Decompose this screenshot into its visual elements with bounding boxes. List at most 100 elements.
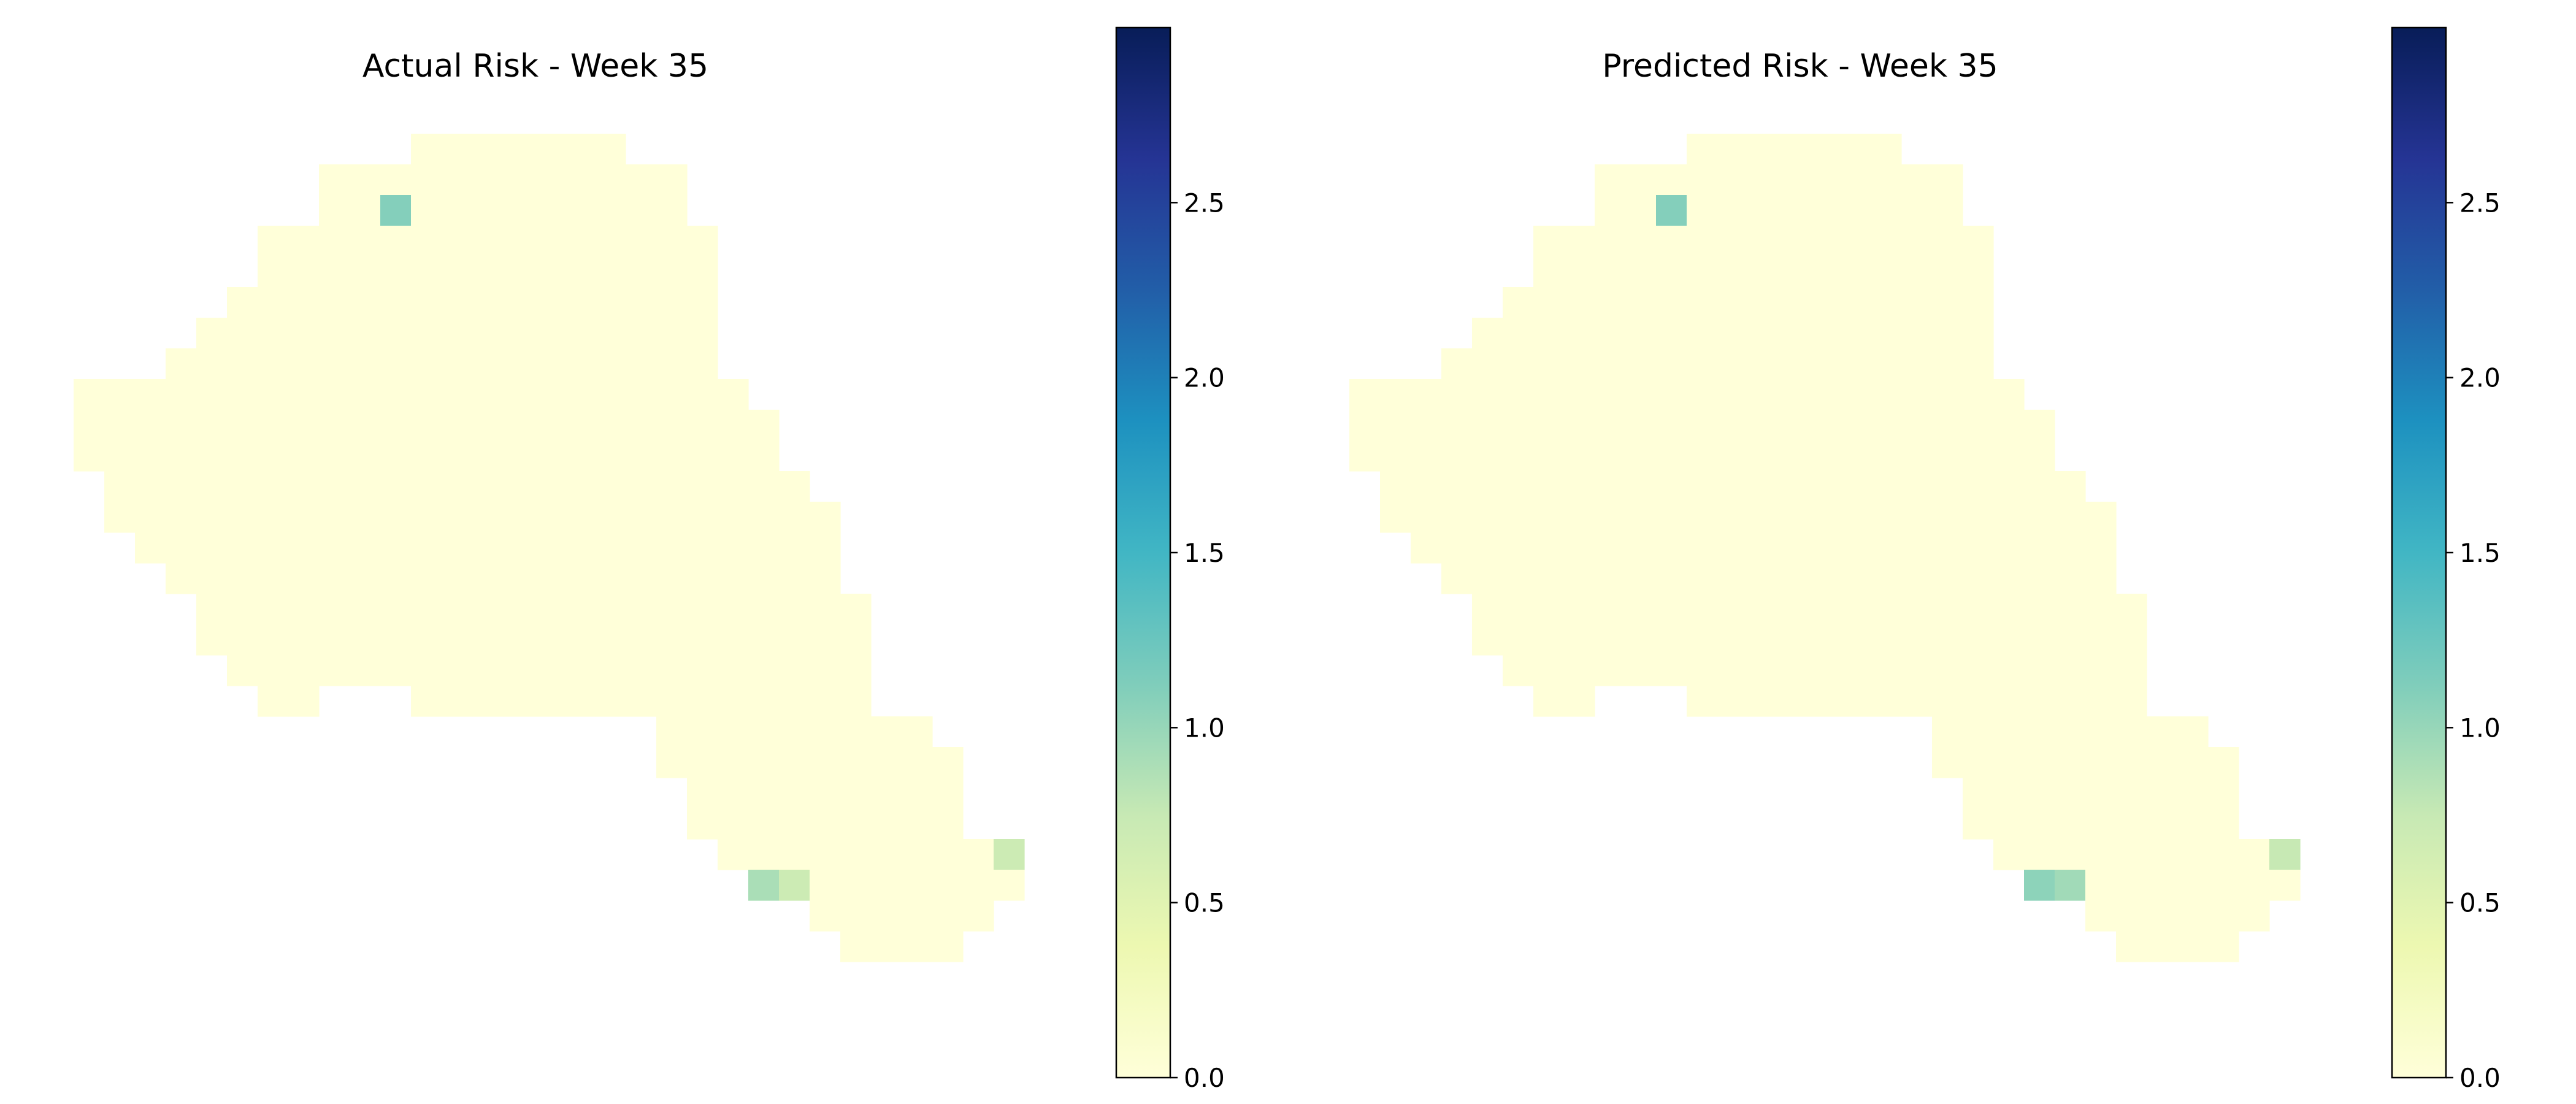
actual-risk-heatmap-cell xyxy=(871,716,902,748)
predicted-risk-heatmap-cell xyxy=(2024,502,2055,533)
predicted-risk-heatmap-cell xyxy=(2024,440,2055,472)
actual-risk-heatmap-cell xyxy=(411,624,442,656)
predicted-risk-heatmap-cell xyxy=(1932,716,1963,748)
predicted-risk-heatmap-cell xyxy=(1871,655,1902,686)
actual-risk-heatmap-cell xyxy=(779,716,810,748)
actual-risk-heatmap-cell xyxy=(748,410,780,441)
predicted-risk-heatmap-cell xyxy=(2208,778,2239,809)
predicted-risk-heatmap-cell xyxy=(1503,655,1534,686)
actual-risk-heatmap-cell xyxy=(779,655,810,686)
actual-risk-heatmap-cell xyxy=(534,195,565,226)
predicted-risk-heatmap-cell xyxy=(1595,410,1626,441)
predicted-risk-colorbar-tick-label: 2.0 xyxy=(2459,363,2501,393)
actual-risk-heatmap-cell xyxy=(104,379,136,410)
predicted-risk-heatmap-cell xyxy=(2055,655,2086,686)
actual-risk-heatmap-cell xyxy=(227,287,258,318)
predicted-risk-heatmap-cell xyxy=(1932,287,1963,318)
actual-risk-heatmap-cell xyxy=(963,900,994,932)
actual-risk-heatmap-cell xyxy=(196,318,228,349)
predicted-risk-heatmap-cell xyxy=(1779,655,1810,686)
predicted-risk-heatmap-cell xyxy=(1779,686,1810,717)
predicted-risk-heatmap-cell xyxy=(1380,471,1411,502)
actual-risk-heatmap-cell xyxy=(534,379,565,410)
actual-risk-heatmap-cell xyxy=(472,532,504,564)
actual-risk-heatmap-cell xyxy=(227,655,258,686)
predicted-risk-heatmap-cell xyxy=(2085,686,2117,717)
predicted-risk-heatmap-cell xyxy=(1809,655,1841,686)
predicted-risk-heatmap-cell xyxy=(1472,379,1503,410)
actual-risk-heatmap-cell xyxy=(840,655,872,686)
actual-risk-heatmap-cell xyxy=(748,471,780,502)
actual-risk-heatmap-cell xyxy=(687,440,718,472)
actual-risk-heatmap-cell xyxy=(166,502,197,533)
predicted-risk-heatmap-cell xyxy=(1871,471,1902,502)
actual-risk-heatmap-cell xyxy=(626,256,657,288)
predicted-risk-heatmap-cell xyxy=(1901,379,1933,410)
actual-risk-heatmap-cell xyxy=(810,532,841,564)
actual-risk-heatmap-cell xyxy=(442,440,473,472)
actual-risk-heatmap-cell xyxy=(380,502,412,533)
actual-risk-heatmap-cell xyxy=(135,471,166,502)
actual-risk-heatmap-cell xyxy=(288,563,320,594)
actual-risk-heatmap-cell xyxy=(534,563,565,594)
predicted-risk-heatmap-cell xyxy=(1717,410,1749,441)
predicted-risk-heatmap-cell xyxy=(1932,410,1963,441)
actual-risk-heatmap-cell xyxy=(595,256,626,288)
actual-risk-heatmap-cell xyxy=(902,870,933,901)
actual-risk-heatmap-cell xyxy=(626,164,657,196)
predicted-risk-heatmap-cell xyxy=(1533,379,1565,410)
predicted-risk-heatmap-cell xyxy=(1779,195,1810,226)
predicted-risk-heatmap-cell xyxy=(1809,379,1841,410)
predicted-risk-heatmap-cell xyxy=(1871,686,1902,717)
predicted-risk-heatmap-cell xyxy=(1625,440,1657,472)
predicted-risk-heatmap-cell xyxy=(1411,532,1442,564)
predicted-risk-heatmap-cell xyxy=(1625,226,1657,257)
actual-risk-heatmap-cell xyxy=(626,440,657,472)
predicted-risk-heatmap-cell xyxy=(1748,318,1779,349)
predicted-risk-heatmap-cell xyxy=(1963,256,1994,288)
predicted-risk-heatmap-cell xyxy=(2269,839,2301,870)
actual-risk-heatmap-cell xyxy=(840,594,872,625)
predicted-risk-heatmap-cell xyxy=(1533,532,1565,564)
predicted-risk-heatmap-cell xyxy=(1564,226,1595,257)
predicted-risk-heatmap-cell xyxy=(1840,195,1871,226)
actual-risk-heatmap-cell xyxy=(288,686,320,717)
actual-risk-heatmap-cell xyxy=(748,808,780,840)
predicted-risk-heatmap-cell xyxy=(1779,318,1810,349)
actual-risk-heatmap-cell xyxy=(350,440,381,472)
actual-risk-heatmap-cell xyxy=(411,379,442,410)
predicted-risk-heatmap-cell xyxy=(1840,164,1871,196)
predicted-risk-heatmap-cell xyxy=(1625,655,1657,686)
actual-risk-heatmap-cell xyxy=(503,134,534,165)
actual-risk-heatmap-cell xyxy=(534,134,565,165)
predicted-risk-heatmap-cell xyxy=(1871,348,1902,380)
actual-risk-colorbar: 0.0 0.5 1.0 1.5 2.0 2.5 xyxy=(1115,26,1225,1093)
predicted-risk-heatmap-cell xyxy=(1779,164,1810,196)
predicted-risk-heatmap-cell xyxy=(1748,532,1779,564)
actual-risk-heatmap-cell xyxy=(442,686,473,717)
predicted-risk-heatmap-cell xyxy=(2269,870,2301,901)
actual-risk-heatmap-cell xyxy=(902,716,933,748)
predicted-risk-heatmap-cell xyxy=(1656,164,1687,196)
predicted-risk-heatmap-cell xyxy=(1656,410,1687,441)
actual-risk-heatmap-cell xyxy=(656,655,688,686)
predicted-risk-heatmap-cell xyxy=(1901,532,1933,564)
actual-risk-heatmap-cell xyxy=(534,686,565,717)
actual-risk-heatmap-cell xyxy=(503,379,534,410)
predicted-risk-heatmap-cell xyxy=(1993,778,2025,809)
actual-risk-heatmap-cell xyxy=(227,348,258,380)
actual-risk-heatmap-cell xyxy=(350,563,381,594)
actual-risk-heatmap-cell xyxy=(626,226,657,257)
predicted-risk-heatmap-cell xyxy=(1349,410,1381,441)
actual-risk-heatmap-cell xyxy=(411,226,442,257)
actual-risk-heatmap-cell xyxy=(687,778,718,809)
actual-risk-heatmap-cell xyxy=(350,594,381,625)
predicted-risk-heatmap-cell xyxy=(1533,686,1565,717)
actual-risk-heatmap-cell xyxy=(442,624,473,656)
actual-risk-heatmap-cell xyxy=(258,440,289,472)
predicted-risk-heatmap-cell xyxy=(2085,563,2117,594)
actual-risk-heatmap-cell xyxy=(779,624,810,656)
actual-risk-heatmap-cell xyxy=(350,624,381,656)
actual-risk-heatmap-cell xyxy=(503,440,534,472)
actual-risk-heatmap-cell xyxy=(196,379,228,410)
